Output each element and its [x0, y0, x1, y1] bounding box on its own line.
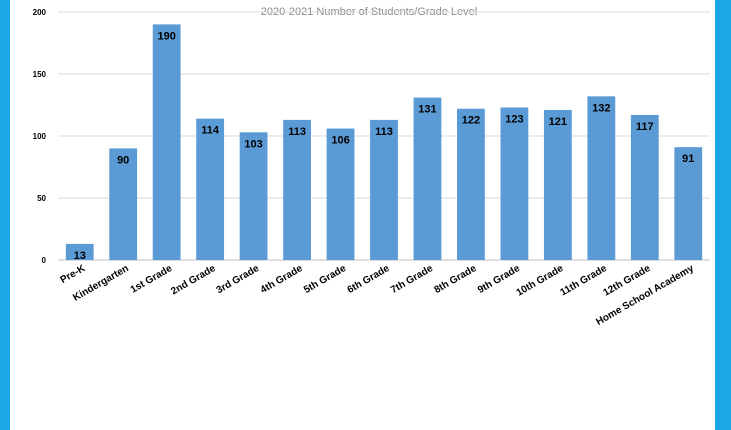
- chart-panel: 2020-2021 Number of Students/Grade Level…: [10, 0, 715, 430]
- x-category-label: 1st Grade: [129, 263, 175, 296]
- y-tick-label: 200: [33, 8, 47, 17]
- data-label: 103: [244, 138, 262, 150]
- bar: [109, 148, 138, 260]
- x-category-label: 10th Grade: [515, 263, 566, 299]
- bar: [283, 119, 311, 260]
- data-label: 123: [505, 113, 523, 125]
- bar: [500, 107, 529, 260]
- data-label: 132: [592, 102, 610, 114]
- x-category-label: 11th Grade: [559, 263, 610, 299]
- data-label: 113: [375, 126, 393, 138]
- bar-chart: 2020-2021 Number of Students/Grade Level…: [33, 6, 710, 328]
- x-category-label: 5th Grade: [302, 263, 348, 296]
- bar: [413, 97, 442, 260]
- data-label: 190: [157, 30, 175, 42]
- data-label: 114: [201, 125, 220, 137]
- y-axis-ticks: 0 50 100 150 200: [33, 8, 47, 265]
- x-category-label: Pre-K: [59, 263, 88, 286]
- bar: [543, 109, 572, 261]
- data-label: 121: [549, 116, 567, 128]
- bar: [630, 114, 659, 260]
- y-tick-label: 0: [42, 256, 47, 265]
- x-category-label: 8th Grade: [433, 263, 479, 296]
- bar: [239, 132, 268, 260]
- bar: [370, 119, 398, 260]
- data-label: 113: [288, 126, 306, 138]
- data-label: 117: [636, 121, 654, 133]
- data-label: 91: [682, 153, 694, 165]
- x-category-label: 3rd Grade: [215, 263, 262, 296]
- bar: [674, 147, 703, 260]
- bar: [65, 243, 94, 260]
- data-label: 122: [462, 115, 480, 127]
- y-tick-label: 100: [33, 132, 47, 141]
- data-label: 106: [331, 135, 349, 147]
- data-label: 13: [74, 250, 86, 262]
- bar: [196, 118, 225, 260]
- x-category-label: 7th Grade: [389, 263, 435, 296]
- y-tick-label: 50: [37, 194, 46, 203]
- data-label: 90: [117, 154, 129, 166]
- data-labels: 13 90 190 114 103 113 106 113 131 122 123 121 132 117…: [74, 30, 695, 261]
- y-tick-label: 150: [33, 70, 47, 79]
- bar: [152, 24, 181, 261]
- x-category-label: 2nd Grade: [169, 263, 218, 297]
- bar: [457, 108, 485, 260]
- data-label: 131: [418, 104, 436, 116]
- bar: [587, 96, 616, 260]
- bars: [65, 24, 703, 261]
- x-category-label: 6th Grade: [346, 263, 392, 296]
- x-category-label: 4th Grade: [259, 263, 305, 296]
- bar: [326, 128, 355, 260]
